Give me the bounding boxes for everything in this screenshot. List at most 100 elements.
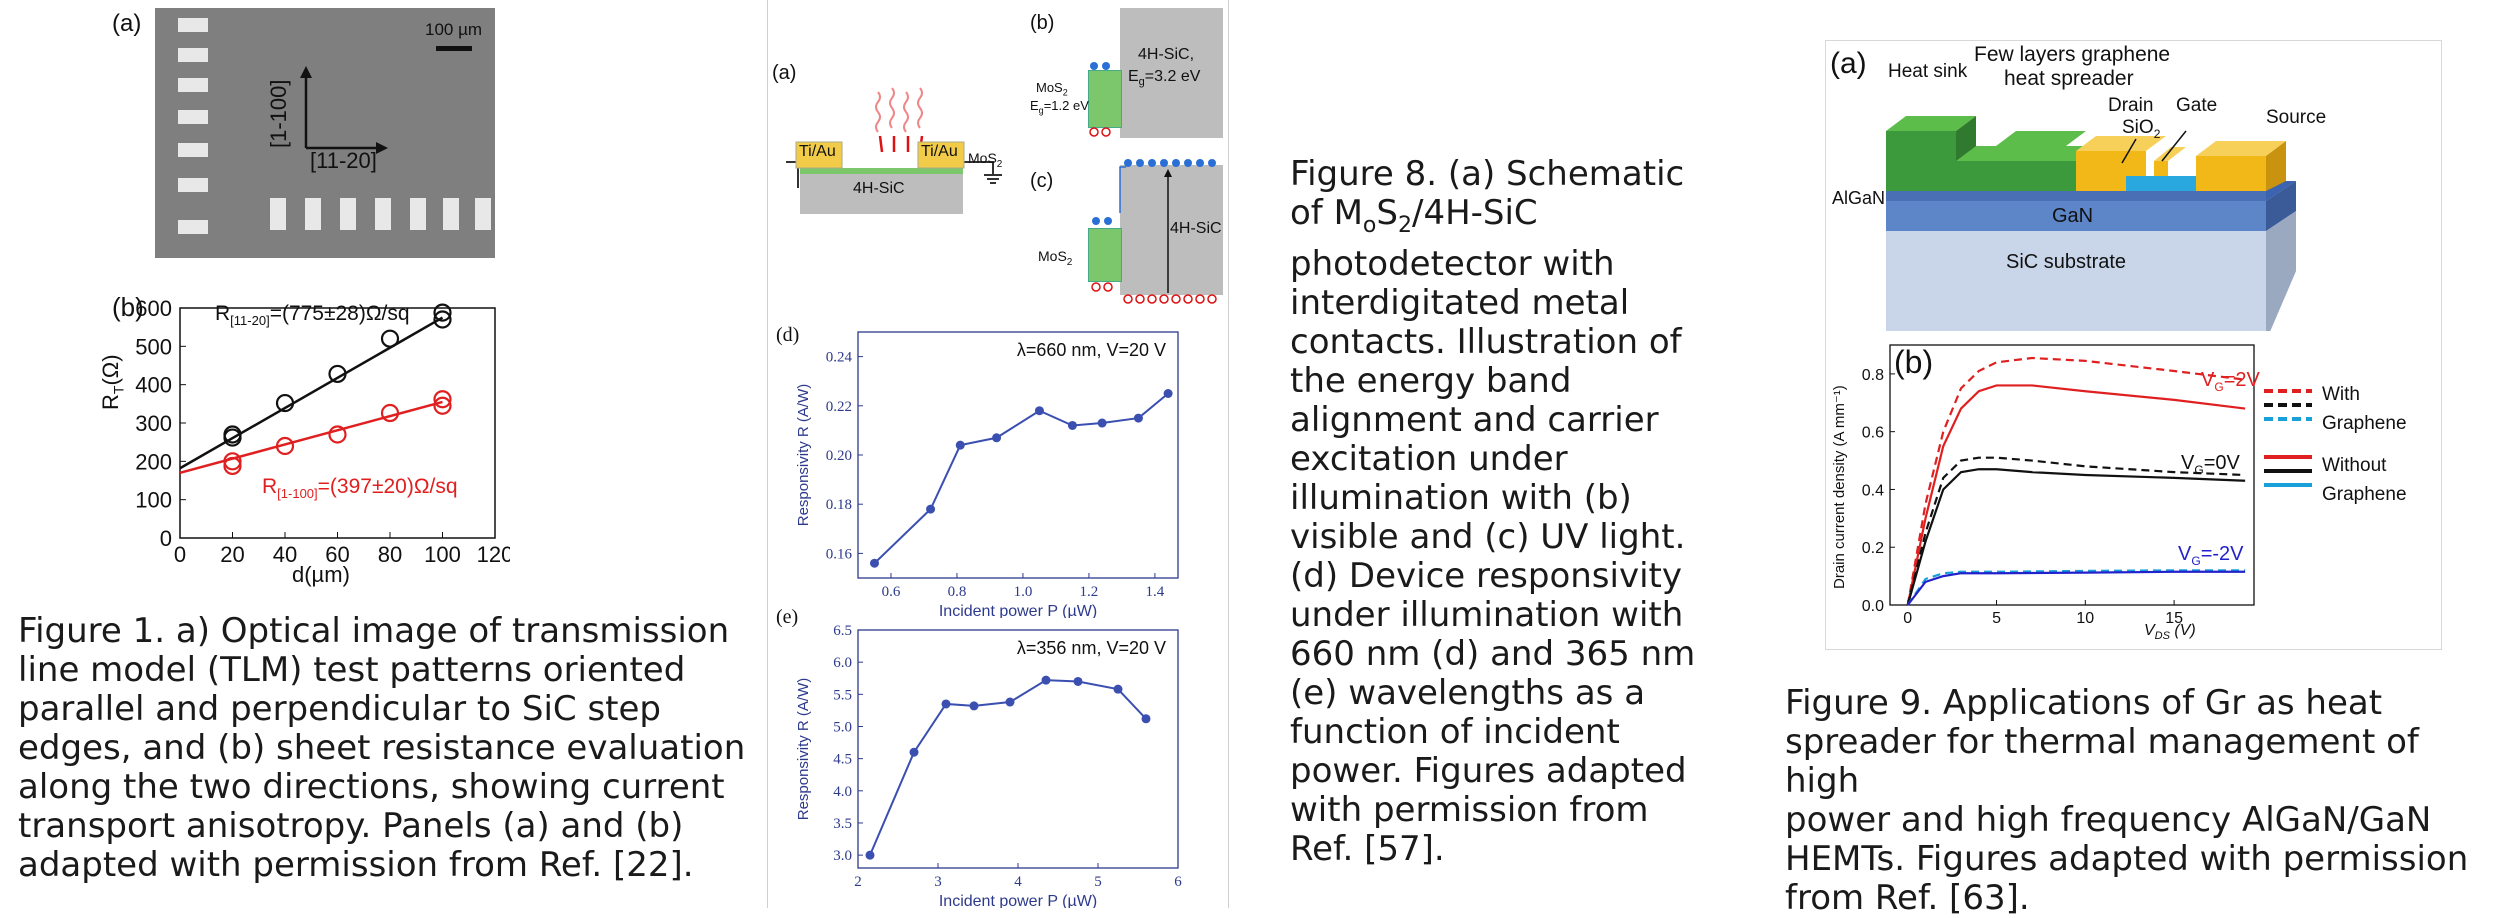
gan-label: GaN bbox=[2052, 205, 2094, 227]
data-point bbox=[433, 310, 452, 329]
y-tick-label: 6.5 bbox=[833, 623, 852, 639]
band-c-sic-block bbox=[1120, 165, 1223, 295]
series-line bbox=[1906, 456, 2246, 606]
band-b-sic-gap: Eg=3.2 eV bbox=[1128, 68, 1201, 89]
x-tick-label: 120 bbox=[477, 542, 510, 567]
fig9-legend-swatches bbox=[2264, 389, 2312, 487]
data-point bbox=[328, 425, 347, 444]
y-tick-label: 200 bbox=[135, 449, 172, 474]
figure-8: (a) Ti/Au Ti/Au MoS2 4H-SiC (b) 4H-SiC, … bbox=[767, 0, 1229, 908]
heat-sink-label: Heat sink bbox=[1888, 61, 1968, 82]
data-point bbox=[1141, 714, 1151, 724]
y-tick-label: 0.6 bbox=[1862, 425, 1884, 442]
legend-r-11-20: R[11-20]=(775±28)Ω/sq bbox=[215, 302, 410, 329]
sic-substrate-label: SiC substrate bbox=[2006, 251, 2127, 273]
band-c-carriers bbox=[1091, 159, 1217, 304]
y-tick-label: 500 bbox=[135, 334, 172, 359]
x-tick-label: 4 bbox=[1014, 874, 1022, 890]
series-line bbox=[1906, 570, 2246, 606]
figure-9: (a) Heat sink Few layers graph bbox=[1825, 40, 2442, 650]
panel-label-d: (d) bbox=[776, 324, 800, 346]
source-label: Source bbox=[2266, 107, 2327, 128]
panel-label-a: (a) bbox=[112, 10, 142, 37]
data-point bbox=[1005, 697, 1015, 707]
y-tick-label: 0 bbox=[160, 526, 172, 551]
x-tick-label: 0.8 bbox=[948, 584, 967, 600]
responsivity-660-chart: 0.6 0.8 1.0 1.2 1.4 0.16 0.18 0.20 0.22 0.24 λ=660… bbox=[795, 331, 1179, 618]
band-b-mos2-gap: Eg=1.2 eV bbox=[1030, 98, 1089, 116]
data-point bbox=[865, 850, 875, 860]
y-tick-label: 3.5 bbox=[833, 816, 852, 832]
tlm-pads-vertical bbox=[178, 8, 208, 248]
scale-bar-label: 100 µm bbox=[425, 20, 483, 39]
y-axis-label: Responsivity R (A/W) bbox=[795, 678, 812, 821]
annotation-vg-0v: VG=0V bbox=[2181, 452, 2240, 477]
y-tick-label: 300 bbox=[135, 411, 172, 436]
sio2-label: SiO2 bbox=[2122, 117, 2161, 141]
figure9-caption: Figure 9. Applications of Gr as heat spr… bbox=[1785, 683, 2469, 918]
y-tick-label: 0.8 bbox=[1862, 367, 1884, 384]
series-line bbox=[1906, 384, 2246, 606]
band-c-sic-label: 4H-SiC bbox=[1170, 220, 1222, 237]
data-point bbox=[969, 701, 979, 711]
x-axis-label: Incident power P (µW) bbox=[939, 893, 1097, 908]
series-line bbox=[1906, 468, 2246, 606]
data-point bbox=[1041, 675, 1051, 685]
annotation-vg-neg2v: VG=-2V bbox=[2178, 543, 2244, 568]
figure-1: (a) 100 µm [1-100] [11-20] (b) 0 20 40 60 80… bbox=[0, 0, 760, 908]
legend-with: With bbox=[2322, 384, 2360, 405]
data-point bbox=[433, 396, 452, 415]
photodetector-schematic bbox=[786, 87, 1002, 214]
plot-frame bbox=[857, 331, 1179, 579]
x-tick-label: 15 bbox=[2165, 610, 2183, 627]
y-tick-label: 0.2 bbox=[1862, 540, 1884, 557]
series-line bbox=[1906, 569, 2246, 606]
annotation-vg-2v: VG=2V bbox=[2201, 369, 2260, 394]
panel-label-a: (a) bbox=[1830, 47, 1867, 80]
algan-label: AlGaN bbox=[1832, 188, 1886, 208]
data-point bbox=[1034, 406, 1044, 416]
hemt-schematic bbox=[1886, 116, 2296, 331]
data-point bbox=[1133, 413, 1143, 423]
x-tick-label: 1.4 bbox=[1146, 584, 1165, 600]
x-tick-label: 0 bbox=[1903, 610, 1912, 627]
panel-label-e: (e) bbox=[776, 606, 799, 628]
fit-line bbox=[179, 316, 444, 470]
data-point bbox=[275, 436, 295, 456]
axis-label-1-100: [1-100] bbox=[266, 79, 291, 149]
panel-label-b: (b) bbox=[112, 292, 144, 322]
data-point bbox=[941, 699, 951, 709]
gate-label: Gate bbox=[2176, 95, 2218, 116]
x-tick-label: 5 bbox=[1992, 610, 2001, 627]
data-line bbox=[873, 392, 1169, 564]
band-b-sic-label: 4H-SiC, bbox=[1138, 46, 1195, 63]
data-point bbox=[992, 433, 1002, 443]
x-tick-label: 40 bbox=[273, 542, 297, 567]
y-tick-label: 600 bbox=[135, 296, 172, 321]
scale-bar bbox=[436, 46, 472, 51]
band-c-mos2-label: MoS2 bbox=[1038, 248, 1073, 268]
responsivity-356-chart: 2 3 4 5 6 3.0 3.5 4.0 4.5 5.0 5.5 6.0 6.5 λ=356 nm, V… bbox=[795, 623, 1182, 908]
x-tick-label: 1.0 bbox=[1014, 584, 1033, 600]
x-tick-label: 60 bbox=[325, 542, 349, 567]
y-tick-label: 0.4 bbox=[1862, 482, 1884, 499]
data-point bbox=[1163, 389, 1173, 398]
data-point bbox=[1067, 420, 1077, 430]
crystal-axes-arrows bbox=[300, 66, 388, 154]
data-point bbox=[955, 440, 965, 450]
tlm-pads-horizontal bbox=[270, 198, 495, 230]
y-axis-label: Responsivity R (A/W) bbox=[795, 384, 812, 527]
data-point bbox=[1073, 676, 1083, 686]
data-point bbox=[275, 393, 295, 413]
figure1-caption: Figure 1. a) Optical image of transmissi… bbox=[18, 611, 746, 885]
substrate-label: 4H-SiC bbox=[853, 180, 905, 197]
plot-frame bbox=[1889, 344, 2255, 606]
fig1-x-axis-label: d(µm) bbox=[292, 562, 350, 587]
panel-label-b: (b) bbox=[1894, 344, 1934, 380]
y-tick-label: 400 bbox=[135, 373, 172, 398]
fig9-y-axis-label: Drain current density (A mm⁻¹) bbox=[1831, 385, 1848, 589]
data-point bbox=[433, 390, 452, 409]
contact-right-label: Ti/Au bbox=[921, 143, 958, 160]
y-tick-label: 0.24 bbox=[826, 350, 853, 366]
y-tick-label: 0.18 bbox=[826, 497, 852, 513]
